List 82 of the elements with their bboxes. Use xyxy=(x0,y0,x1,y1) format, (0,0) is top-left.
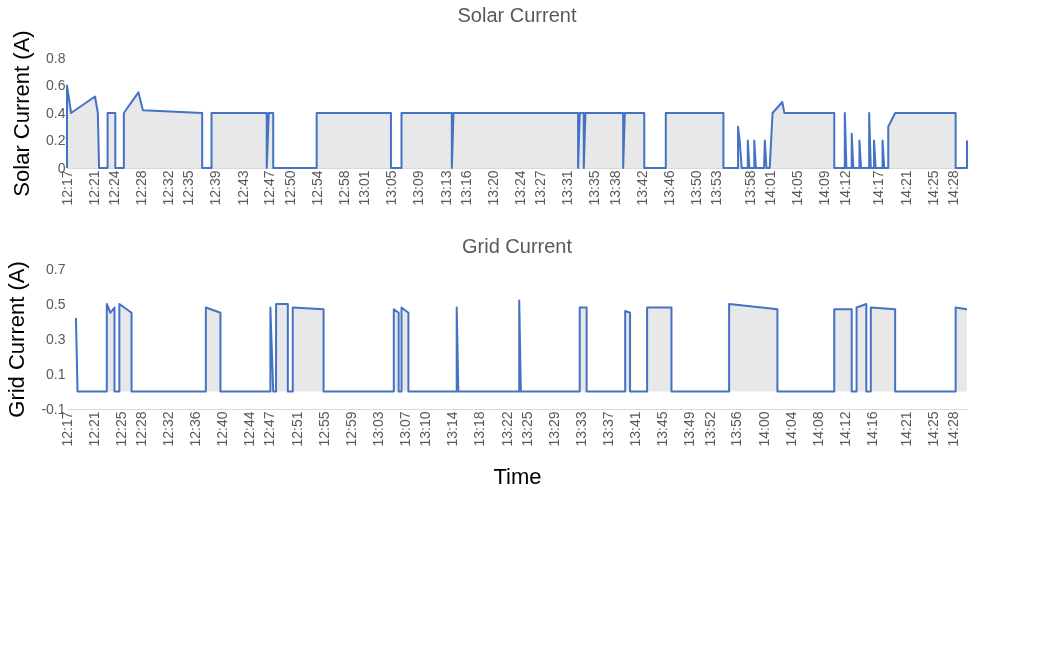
x-tick-label: 12:36 xyxy=(187,411,204,447)
x-tick-label: 13:38 xyxy=(606,170,623,206)
x-tick-label: 12:47 xyxy=(261,411,278,447)
x-tick-label: 14:28 xyxy=(945,170,962,206)
x-tick-label: 12:39 xyxy=(207,170,224,206)
x-tick-label: 12:54 xyxy=(308,170,325,206)
x-tick-label: 13:46 xyxy=(660,170,677,206)
x-tick-label: 14:12 xyxy=(836,411,853,447)
x-tick-label: 13:42 xyxy=(633,170,650,206)
x-tick-label: 13:20 xyxy=(484,170,501,206)
x-tick-label: 13:33 xyxy=(572,411,589,447)
x-tick-label: 13:01 xyxy=(356,170,373,206)
x-tick-label: 13:45 xyxy=(654,411,671,447)
y-tick-label: 0.5 xyxy=(46,295,66,312)
x-tick-label: 12:47 xyxy=(261,170,278,206)
y-axis-title: Solar Current (A) xyxy=(9,30,35,197)
x-tick-label: 14:25 xyxy=(924,170,941,206)
x-tick-label: 13:25 xyxy=(518,411,535,447)
x-tick-label: 13:13 xyxy=(437,170,454,206)
x-tick-label: 12:24 xyxy=(106,170,122,206)
x-tick-label: 14:00 xyxy=(755,411,772,447)
x-tick-label: 12:28 xyxy=(133,170,150,206)
x-tick-label: 12:59 xyxy=(342,411,359,447)
x-tick-label: 13:52 xyxy=(701,411,718,447)
x-tick-label: 13:29 xyxy=(545,411,562,447)
x-tick-label: 14:21 xyxy=(897,411,914,447)
x-tick-label: 13:49 xyxy=(681,411,698,447)
x-tick-label: 14:16 xyxy=(863,411,880,447)
x-tick-label: 12:35 xyxy=(180,170,197,206)
x-tick-label: 14:17 xyxy=(870,170,887,206)
x-tick-label: 14:25 xyxy=(924,411,941,447)
x-axis-title: Time xyxy=(493,463,542,489)
y-tick-label: 0.6 xyxy=(46,77,66,93)
x-tick-label: 13:16 xyxy=(457,170,474,206)
x-tick-label: 12:43 xyxy=(234,170,251,206)
x-tick-label: 13:24 xyxy=(511,170,528,206)
x-tick-label: 12:32 xyxy=(159,170,176,206)
x-tick-label: 14:04 xyxy=(782,411,799,447)
y-tick-label: 0.1 xyxy=(46,365,66,382)
x-tick-label: 14:05 xyxy=(789,170,806,206)
x-tick-label: 12:50 xyxy=(281,170,298,206)
x-tick-label: 13:14 xyxy=(444,411,461,447)
y-tick-label: 0.8 xyxy=(46,49,66,66)
x-tick-label: 13:10 xyxy=(417,411,434,447)
x-tick-label: 13:05 xyxy=(383,170,400,206)
x-tick-label: 14:21 xyxy=(897,170,914,206)
x-tick-label: 13:35 xyxy=(586,170,603,206)
x-tick-label: 12:21 xyxy=(85,411,102,447)
x-tick-label: 12:58 xyxy=(336,170,353,206)
chart-title: Grid Current xyxy=(461,234,573,257)
x-tick-label: 14:12 xyxy=(836,170,853,206)
x-tick-label: 13:50 xyxy=(687,170,704,206)
y-tick-label: 0.4 xyxy=(46,104,66,121)
y-tick-label: 0.3 xyxy=(46,330,66,347)
x-tick-label: 13:07 xyxy=(397,411,414,447)
x-tick-label: 13:03 xyxy=(369,411,386,447)
x-tick-label: 12:25 xyxy=(112,411,129,447)
x-tick-label: 13:09 xyxy=(410,170,427,206)
chart-title: Solar Current xyxy=(457,3,577,26)
x-tick-label: 13:58 xyxy=(742,170,759,206)
x-tick-label: 12:32 xyxy=(159,411,176,447)
x-tick-label: 12:51 xyxy=(288,411,305,447)
x-tick-label: 13:56 xyxy=(728,411,745,447)
y-tick-label: 0.7 xyxy=(46,260,66,277)
x-tick-label: 12:44 xyxy=(241,411,258,447)
x-tick-label: 12:40 xyxy=(214,411,231,447)
y-axis-title: Grid Current (A) xyxy=(4,261,30,418)
x-tick-label: 13:18 xyxy=(471,411,488,447)
x-tick-label: 14:08 xyxy=(809,411,826,447)
x-tick-label: 13:41 xyxy=(626,411,643,447)
x-tick-label: 12:28 xyxy=(133,411,150,447)
y-tick-label: 0.2 xyxy=(46,132,66,148)
x-tick-label: 14:01 xyxy=(762,170,779,206)
x-tick-label: 12:21 xyxy=(85,170,102,206)
x-tick-label: 13:31 xyxy=(559,170,576,206)
x-tick-label: 13:53 xyxy=(708,170,725,206)
x-tick-label: 14:09 xyxy=(816,170,833,206)
x-tick-label: 14:28 xyxy=(945,411,962,447)
x-tick-label: 13:37 xyxy=(600,411,617,447)
x-tick-label: 13:22 xyxy=(498,411,515,447)
x-tick-label: 12:55 xyxy=(315,411,332,447)
x-tick-label: 13:27 xyxy=(532,170,549,206)
